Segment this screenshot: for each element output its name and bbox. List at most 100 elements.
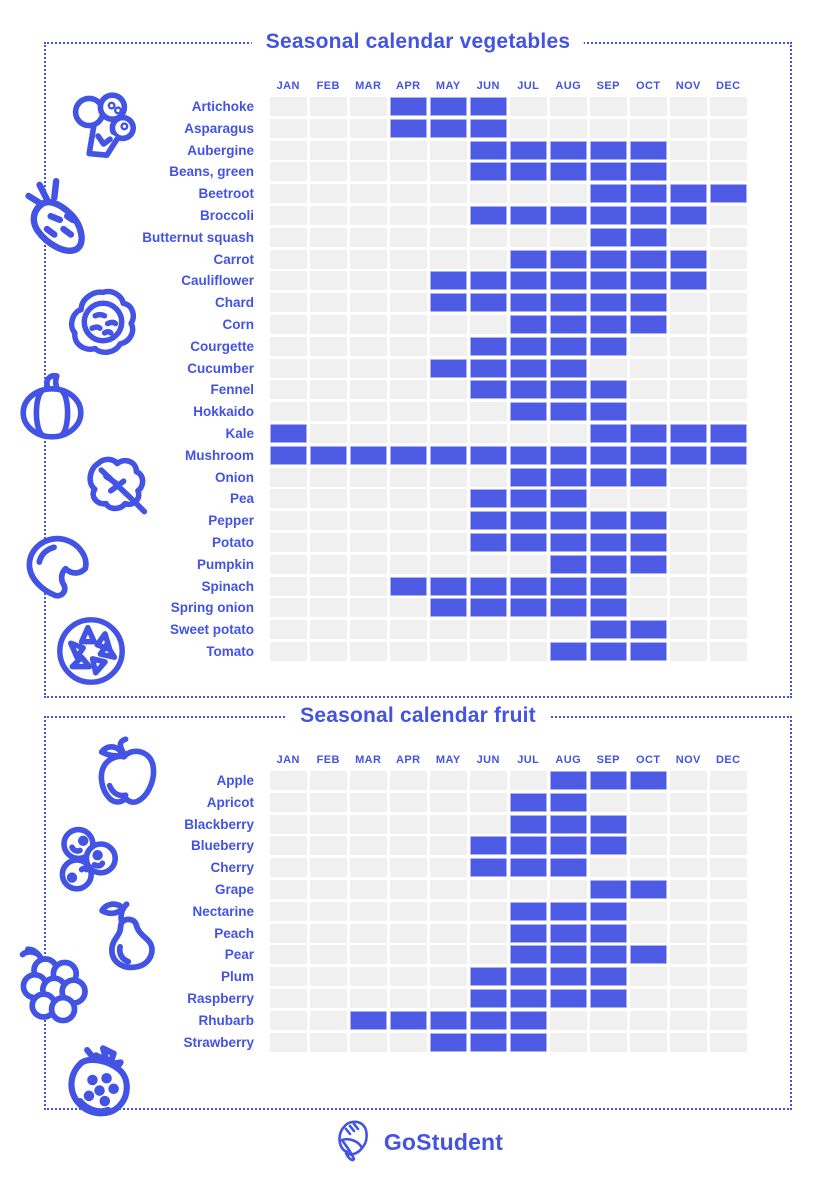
cell-vegetables-hokkaido-aug [550, 402, 587, 422]
cell-vegetables-aubergine-apr [390, 140, 427, 160]
cell-fruit-peach-nov [670, 923, 707, 943]
cell-vegetables-tomato-mar [350, 641, 387, 661]
grid-row-carrot: Carrot [46, 249, 790, 269]
grid-row-onion: Onion [46, 467, 790, 487]
cell-vegetables-spring-onion-apr [390, 598, 427, 618]
cell-fruit-apricot-feb [310, 792, 347, 812]
grid-row-aubergine: Aubergine [46, 140, 790, 160]
cell-vegetables-asparagus-jun [470, 118, 507, 138]
brand-name: GoStudent [383, 1128, 504, 1155]
row-label: Aubergine [187, 142, 254, 158]
cell-vegetables-artichoke-may [430, 97, 467, 116]
cell-vegetables-aubergine-may [430, 140, 467, 160]
month-header-jun: JUN [476, 753, 500, 766]
cell-fruit-grape-apr [390, 879, 427, 899]
cell-vegetables-artichoke-apr [390, 97, 427, 116]
cell-fruit-apple-may [430, 771, 467, 790]
cell-vegetables-beans-green-feb [310, 162, 347, 182]
cell-vegetables-sweet-potato-mar [350, 620, 387, 640]
grid-row-rhubarb: Rhubarb [46, 1010, 790, 1030]
cell-fruit-peach-jun [470, 923, 507, 943]
cell-fruit-cherry-oct [630, 858, 667, 878]
cell-vegetables-hokkaido-jan [270, 402, 307, 422]
cell-fruit-strawberry-mar [350, 1032, 387, 1052]
cell-vegetables-potato-sep [590, 532, 627, 552]
cell-vegetables-pepper-apr [390, 511, 427, 531]
cell-vegetables-potato-may [430, 532, 467, 552]
row-label: Hokkaido [193, 404, 254, 420]
gostudent-cap-icon [334, 1118, 374, 1167]
month-header-dec: DEC [716, 79, 741, 92]
cell-vegetables-hokkaido-oct [630, 402, 667, 422]
cell-vegetables-sweet-potato-jan [270, 620, 307, 640]
cell-fruit-strawberry-jun [470, 1032, 507, 1052]
cell-vegetables-fennel-oct [630, 380, 667, 400]
cell-vegetables-aubergine-jun [470, 140, 507, 160]
cell-vegetables-butternut-squash-may [430, 227, 467, 247]
cell-vegetables-artichoke-dec [710, 97, 747, 116]
cell-vegetables-hokkaido-dec [710, 402, 747, 422]
cell-fruit-peach-apr [390, 923, 427, 943]
cell-vegetables-corn-jan [270, 314, 307, 334]
grid-row-asparagus: Asparagus [46, 118, 790, 138]
cell-vegetables-kale-jan [270, 423, 307, 443]
cell-vegetables-pepper-sep [590, 511, 627, 531]
cell-vegetables-carrot-dec [710, 249, 747, 269]
cell-vegetables-beans-green-aug [550, 162, 587, 182]
cell-fruit-apricot-nov [670, 792, 707, 812]
cell-vegetables-cucumber-jun [470, 358, 507, 378]
cell-fruit-apple-mar [350, 771, 387, 790]
cell-vegetables-spring-onion-aug [550, 598, 587, 618]
cell-vegetables-sweet-potato-dec [710, 620, 747, 640]
cell-fruit-apricot-aug [550, 792, 587, 812]
cell-vegetables-chard-jul [510, 293, 547, 313]
cell-vegetables-butternut-squash-oct [630, 227, 667, 247]
cell-vegetables-artichoke-feb [310, 97, 347, 116]
grid-row-beetroot: Beetroot [46, 184, 790, 204]
cell-vegetables-tomato-oct [630, 641, 667, 661]
cell-vegetables-sweet-potato-oct [630, 620, 667, 640]
cell-vegetables-hokkaido-jul [510, 402, 547, 422]
cell-vegetables-spinach-apr [390, 576, 427, 596]
cell-fruit-apple-sep [590, 771, 627, 790]
cell-vegetables-pumpkin-nov [670, 554, 707, 574]
grid-row-blueberry: Blueberry [46, 836, 790, 856]
cell-vegetables-spring-onion-jan [270, 598, 307, 618]
cell-vegetables-cucumber-jan [270, 358, 307, 378]
cell-fruit-rhubarb-jul [510, 1010, 547, 1030]
cell-vegetables-broccoli-jan [270, 205, 307, 225]
cell-fruit-blueberry-apr [390, 836, 427, 856]
grid-row-cherry: Cherry [46, 858, 790, 878]
cell-fruit-plum-jan [270, 967, 307, 987]
cell-vegetables-aubergine-feb [310, 140, 347, 160]
cell-vegetables-tomato-jul [510, 641, 547, 661]
cell-fruit-raspberry-may [430, 988, 467, 1008]
cell-vegetables-sweet-potato-jun [470, 620, 507, 640]
cell-vegetables-fennel-feb [310, 380, 347, 400]
grid-row-beans-green: Beans, green [46, 162, 790, 182]
cell-vegetables-sweet-potato-feb [310, 620, 347, 640]
cell-vegetables-kale-apr [390, 423, 427, 443]
grid-row-pear: Pear [46, 945, 790, 965]
cell-vegetables-artichoke-sep [590, 97, 627, 116]
cell-fruit-blackberry-nov [670, 814, 707, 834]
cell-fruit-blueberry-feb [310, 836, 347, 856]
row-label: Nectarine [192, 903, 254, 919]
month-header-jan: JAN [276, 79, 300, 92]
cell-vegetables-pepper-feb [310, 511, 347, 531]
cell-vegetables-beans-green-jun [470, 162, 507, 182]
cell-vegetables-asparagus-jan [270, 118, 307, 138]
cell-vegetables-mushroom-sep [590, 445, 627, 465]
row-label: Rhubarb [198, 1012, 255, 1028]
cell-vegetables-chard-dec [710, 293, 747, 313]
cell-vegetables-artichoke-jan [270, 97, 307, 116]
cell-fruit-blackberry-apr [390, 814, 427, 834]
cell-fruit-nectarine-may [430, 901, 467, 921]
grid-row-mushroom: Mushroom [46, 445, 790, 465]
row-label: Raspberry [187, 990, 254, 1006]
row-label: Artichoke [191, 99, 254, 114]
cell-vegetables-corn-dec [710, 314, 747, 334]
cell-vegetables-potato-mar [350, 532, 387, 552]
month-header-nov: NOV [675, 79, 701, 92]
cell-fruit-blueberry-dec [710, 836, 747, 856]
